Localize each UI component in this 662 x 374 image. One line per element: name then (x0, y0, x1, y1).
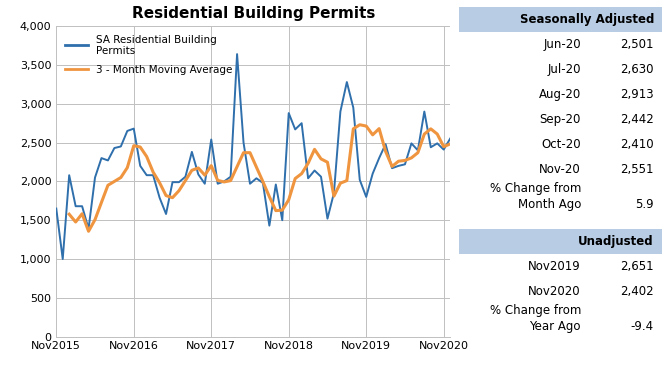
Text: -9.4: -9.4 (631, 320, 654, 333)
Text: Nov2020: Nov2020 (528, 285, 581, 298)
Legend: SA Residential Building
Permits, 3 - Month Moving Average: SA Residential Building Permits, 3 - Mon… (62, 31, 236, 78)
Text: Oct-20: Oct-20 (542, 138, 581, 151)
Text: 2,442: 2,442 (620, 113, 654, 126)
Text: Year Ago: Year Ago (530, 320, 581, 333)
Text: Jun-20: Jun-20 (544, 38, 581, 51)
Text: Aug-20: Aug-20 (539, 88, 581, 101)
Bar (459, 7, 662, 32)
Text: Nov2019: Nov2019 (528, 260, 581, 273)
Text: 2,913: 2,913 (620, 88, 654, 101)
Text: 2,651: 2,651 (620, 260, 654, 273)
Text: 2,402: 2,402 (620, 285, 654, 298)
Text: 5.9: 5.9 (636, 197, 654, 211)
Text: Nov-20: Nov-20 (540, 163, 581, 176)
Text: Unadjusted: Unadjusted (579, 235, 654, 248)
Text: 2,551: 2,551 (620, 163, 654, 176)
Text: 2,630: 2,630 (620, 63, 654, 76)
Text: 2,410: 2,410 (620, 138, 654, 151)
Text: % Change from: % Change from (490, 304, 581, 317)
Text: % Change from: % Change from (490, 182, 581, 195)
Title: Residential Building Permits: Residential Building Permits (132, 6, 375, 21)
Bar (459, 229, 662, 254)
Text: Jul-20: Jul-20 (547, 63, 581, 76)
Text: 2,501: 2,501 (620, 38, 654, 51)
Text: Month Ago: Month Ago (518, 197, 581, 211)
Text: Seasonally Adjusted: Seasonally Adjusted (520, 13, 654, 26)
Text: Sep-20: Sep-20 (540, 113, 581, 126)
